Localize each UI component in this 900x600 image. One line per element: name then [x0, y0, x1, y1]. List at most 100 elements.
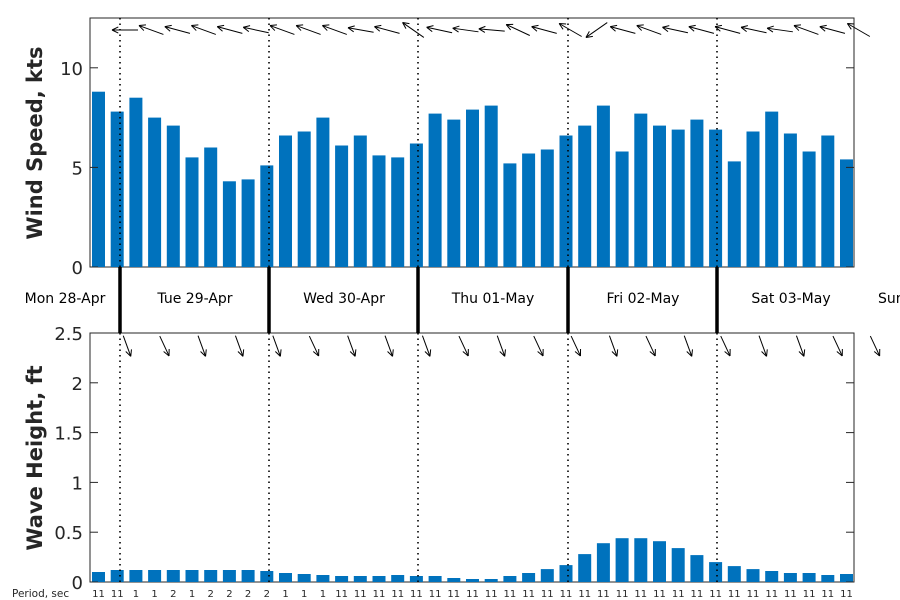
period-value: 11 [616, 589, 629, 600]
day-separators [118, 18, 719, 582]
period-value: 11 [709, 589, 722, 600]
day-label: Wed 30-Apr [303, 291, 385, 307]
day-labels: Mon 28-Apr Tue 29-Apr Wed 30-Apr Thu 01-May… [25, 291, 900, 307]
period-value: 11 [653, 589, 666, 600]
wave-bar [578, 554, 592, 582]
wind-tick-label: 10 [60, 59, 83, 80]
wind-bar [353, 135, 367, 267]
wave-bars [92, 538, 853, 582]
wave-tick-label: 2 [72, 374, 83, 395]
wind-direction-arrow [191, 24, 216, 35]
period-value: 11 [429, 589, 442, 600]
period-value: 1 [282, 589, 288, 600]
wind-bar [148, 117, 162, 267]
period-value: 11 [728, 589, 741, 600]
wave-direction-arrow [421, 335, 432, 357]
wind-direction-arrows [111, 22, 871, 38]
wind-bar [615, 151, 629, 267]
wind-bar [709, 129, 723, 267]
wave-y-axis-label: Wave Height, ft [23, 365, 47, 550]
wave-direction-arrow [347, 335, 357, 357]
day-label: Mon 28-Apr [25, 291, 106, 307]
wave-bar [503, 576, 517, 582]
wind-bar [241, 179, 255, 267]
period-value: 11 [765, 589, 778, 600]
period-value: 1 [151, 589, 157, 600]
wind-direction-arrow [688, 24, 715, 34]
wave-direction-arrow [683, 335, 693, 357]
wind-direction-arrow [846, 23, 871, 37]
wind-direction-arrow [662, 25, 689, 34]
wave-tick-label: 1.5 [54, 424, 83, 445]
wave-bar [559, 565, 573, 582]
wave-bar [260, 571, 274, 582]
wave-direction-arrow [570, 335, 582, 357]
wind-direction-arrow [558, 23, 582, 37]
wind-bar [185, 157, 199, 267]
wind-direction-arrow [636, 24, 662, 35]
wind-bar [92, 91, 105, 267]
wave-bar [353, 576, 367, 582]
wave-direction-arrow [608, 335, 619, 357]
wave-tick-label: 2.5 [54, 324, 83, 345]
period-value: 11 [466, 589, 479, 600]
wind-bar [466, 109, 479, 267]
wave-bar [540, 569, 554, 582]
wind-y-ticks: 0 5 10 [60, 59, 854, 279]
wind-direction-arrow [426, 25, 453, 34]
period-value: 11 [840, 589, 853, 600]
wave-tick-label: 1 [72, 473, 83, 494]
wind-direction-arrow [714, 24, 741, 34]
wave-bar [821, 575, 835, 582]
wind-bar [671, 129, 685, 267]
wind-bar [409, 143, 423, 267]
period-value: 11 [560, 589, 573, 600]
wave-bar [297, 574, 311, 582]
wave-bar [522, 573, 536, 582]
wind-direction-arrow [111, 26, 138, 34]
wind-tick-label: 0 [72, 258, 83, 279]
wind-bar [316, 117, 330, 267]
period-value: 11 [373, 589, 386, 600]
wave-bar [335, 576, 349, 582]
wind-bar [596, 105, 610, 267]
wave-tick-label: 0 [72, 573, 83, 594]
period-value: 11 [485, 589, 498, 600]
wave-bar [241, 570, 255, 582]
wind-bar [129, 97, 143, 267]
wind-bar [484, 105, 498, 267]
wave-bar [634, 538, 648, 582]
period-value: 11 [821, 589, 834, 600]
period-value: 11 [354, 589, 367, 600]
wind-direction-arrow [164, 24, 191, 34]
wave-bar [148, 570, 162, 582]
wind-bar [578, 125, 592, 267]
wave-bar [615, 538, 629, 582]
period-value: 11 [410, 589, 423, 600]
wind-bar [428, 113, 442, 267]
wave-direction-arrow [496, 335, 506, 357]
wave-bar [409, 576, 423, 582]
wind-direction-arrow [766, 25, 793, 33]
wind-bar [840, 159, 853, 267]
day-label: Thu 01-May [451, 291, 535, 307]
wind-direction-arrow [793, 24, 819, 35]
wind-bar [821, 135, 835, 267]
wind-direction-arrow [819, 24, 846, 34]
wind-bar [802, 151, 816, 267]
wind-direction-arrow [609, 24, 636, 34]
wave-bar [690, 555, 704, 582]
wave-bar [92, 572, 105, 582]
period-value: 2 [208, 589, 214, 600]
period-value: 11 [672, 589, 685, 600]
wave-y-ticks: 0 0.5 1 1.5 2 2.5 [54, 324, 854, 594]
wave-direction-arrow [308, 335, 320, 357]
period-value: 11 [111, 589, 124, 600]
wave-bar [129, 570, 143, 582]
wave-direction-arrows [122, 335, 881, 357]
period-values: 11 11 1 1 2 1 2 2 2 2 1 1 1 11 11 11 11 11 11 11 11 11 11 11 11 1… [92, 589, 853, 600]
wind-bar [204, 147, 218, 267]
wind-direction-arrow [505, 23, 530, 36]
wind-direction-arrow [138, 24, 164, 35]
wind-direction-arrow [402, 22, 425, 38]
